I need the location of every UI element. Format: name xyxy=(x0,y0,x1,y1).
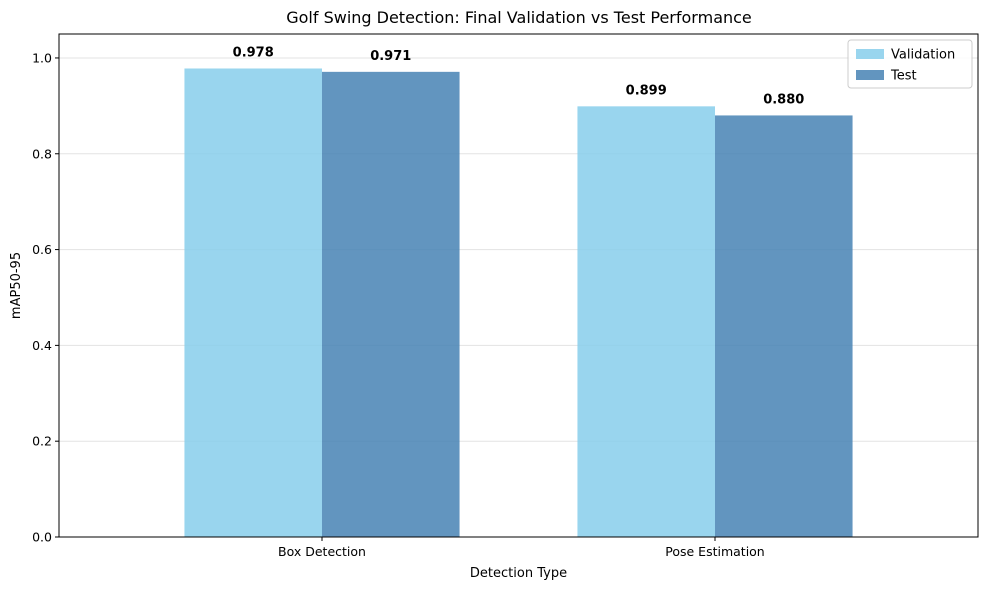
bar-test-1 xyxy=(715,115,853,537)
y-tick-label: 0.8 xyxy=(32,146,52,161)
legend-label-validation: Validation xyxy=(891,48,955,63)
data-labels: 0.978 0.971 0.899 0.880 xyxy=(233,45,805,107)
bar-validation-0 xyxy=(184,68,322,538)
data-label: 0.978 xyxy=(233,45,274,60)
y-axis: 0.0 0.2 0.4 0.6 0.8 1.0 xyxy=(32,50,59,545)
y-tick-label: 0.4 xyxy=(32,338,52,353)
x-tick-label: Pose Estimation xyxy=(665,544,764,559)
bar-test-0 xyxy=(321,71,460,538)
x-axis-label: Detection Type xyxy=(470,566,567,581)
legend-label-test: Test xyxy=(890,69,917,84)
y-tick-label: 0.6 xyxy=(32,242,52,257)
plot-frame xyxy=(58,33,979,538)
y-axis-label: mAP50-95 xyxy=(9,252,24,319)
y-tick-label: 1.0 xyxy=(32,50,52,65)
data-label: 0.899 xyxy=(626,83,667,98)
chart-title: Golf Swing Detection: Final Validation v… xyxy=(286,8,752,27)
bars xyxy=(184,68,853,538)
x-tick-label: Box Detection xyxy=(278,544,366,559)
data-label: 0.880 xyxy=(763,92,804,107)
data-label: 0.971 xyxy=(370,49,411,64)
y-tick-label: 0.2 xyxy=(32,434,52,449)
legend-swatch-validation xyxy=(856,49,884,59)
bar-validation-1 xyxy=(577,106,716,538)
x-axis: Box Detection Pose Estimation xyxy=(278,537,765,559)
y-tick-label: 0.0 xyxy=(32,530,52,545)
legend-swatch-test xyxy=(856,70,884,80)
legend: Validation Test xyxy=(847,39,973,89)
